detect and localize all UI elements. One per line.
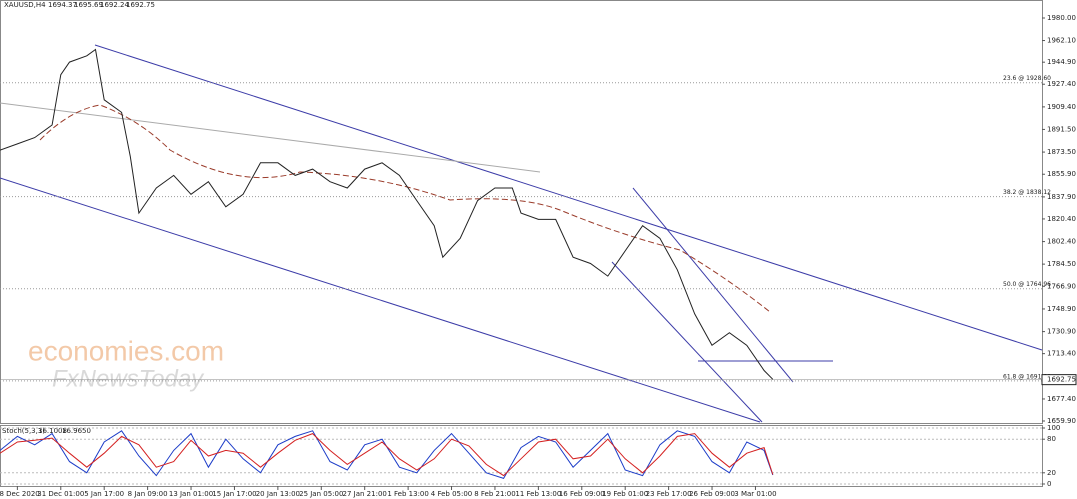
header-ohlc: 1694.37 xyxy=(48,1,77,9)
y-tick-label: 1677.40 xyxy=(1047,395,1076,403)
stoch-title: Stoch(5,3,3) xyxy=(2,427,45,435)
y-tick-label: 0 xyxy=(1047,480,1051,488)
header-symbol: XAUUSD,H4 xyxy=(4,1,46,9)
y-tick-label: 1766.90 xyxy=(1047,282,1076,290)
last-price-box xyxy=(1041,374,1077,386)
y-tick-label: 1909.40 xyxy=(1047,103,1076,111)
x-tick-label: 20 Jan 13:00 xyxy=(256,490,300,498)
x-tick-label: 19 Feb 01:00 xyxy=(602,490,648,498)
x-tick-label: 27 Jan 21:00 xyxy=(343,490,387,498)
y-tick-label: 1927.40 xyxy=(1047,80,1076,88)
price-panel-frame xyxy=(0,0,1043,424)
trend-line xyxy=(0,102,541,173)
x-tick-label: 28 Dec 2020 xyxy=(0,490,40,498)
moving-average xyxy=(39,104,771,313)
channel-line xyxy=(611,261,763,423)
price-line xyxy=(0,430,774,480)
fib-label: 61.8 @ 1691.80 xyxy=(1003,373,1051,380)
y-tick-label: 20 xyxy=(1047,469,1056,477)
x-tick-label: 13 Jan 01:00 xyxy=(169,490,213,498)
stoch-readout: 16.1008 xyxy=(38,427,67,435)
x-tick-label: 25 Jan 05:00 xyxy=(299,490,343,498)
header-ohlc: 1692.24 xyxy=(100,1,129,9)
y-tick-label: 1837.90 xyxy=(1047,193,1076,201)
stoch-readout: 16.9650 xyxy=(62,427,91,435)
x-tick-label: 3 Mar 01:00 xyxy=(734,490,776,498)
x-tick-label: 15 Jan 17:00 xyxy=(212,490,256,498)
fib-label: 38.2 @ 1838.12 xyxy=(1003,189,1051,196)
x-tick-label: 23 Feb 17:00 xyxy=(646,490,692,498)
last-price-label: 1692.75 xyxy=(1047,376,1076,384)
watermark: economies.com xyxy=(28,335,224,366)
price-line xyxy=(0,48,774,380)
price-line xyxy=(0,433,774,477)
y-tick-label: 1855.90 xyxy=(1047,170,1076,178)
y-tick-label: 1944.90 xyxy=(1047,58,1076,66)
x-tick-label: 5 Jan 17:00 xyxy=(84,490,124,498)
x-tick-label: 16 Feb 09:00 xyxy=(559,490,605,498)
watermark: FxNewsToday xyxy=(52,365,205,392)
x-tick-label: 1 Feb 13:00 xyxy=(387,490,428,498)
y-tick-label: 1873.50 xyxy=(1047,148,1076,156)
y-tick-label: 1659.90 xyxy=(1047,417,1076,425)
x-tick-label: 8 Feb 21:00 xyxy=(474,490,515,498)
y-tick-label: 80 xyxy=(1047,435,1056,443)
x-tick-label: 11 Feb 13:00 xyxy=(515,490,561,498)
y-tick-label: 1820.40 xyxy=(1047,215,1076,223)
header-ohlc: 1692.75 xyxy=(126,1,155,9)
y-tick-label: 1748.90 xyxy=(1047,305,1076,313)
y-tick-label: 1891.50 xyxy=(1047,125,1076,133)
x-tick-label: 31 Dec 01:00 xyxy=(37,490,84,498)
x-tick-label: 8 Jan 09:00 xyxy=(128,490,168,498)
y-tick-label: 100 xyxy=(1047,424,1060,432)
fib-label: 50.0 @ 1764.96 xyxy=(1003,281,1051,288)
x-tick-label: 26 Feb 09:00 xyxy=(689,490,735,498)
y-tick-label: 1980.00 xyxy=(1047,14,1076,22)
header-ohlc: 1695.69 xyxy=(74,1,103,9)
y-tick-label: 1962.10 xyxy=(1047,37,1076,45)
fib-label: 23.6 @ 1928.60 xyxy=(1003,75,1051,82)
y-tick-label: 1730.90 xyxy=(1047,328,1076,336)
y-tick-label: 1784.50 xyxy=(1047,260,1076,268)
channel-line xyxy=(94,44,1043,351)
stoch-panel-frame xyxy=(0,425,1043,487)
y-tick-label: 1802.40 xyxy=(1047,238,1076,246)
x-tick-label: 4 Feb 05:00 xyxy=(431,490,472,498)
y-tick-label: 1713.40 xyxy=(1047,350,1076,358)
channel-line xyxy=(632,187,794,383)
